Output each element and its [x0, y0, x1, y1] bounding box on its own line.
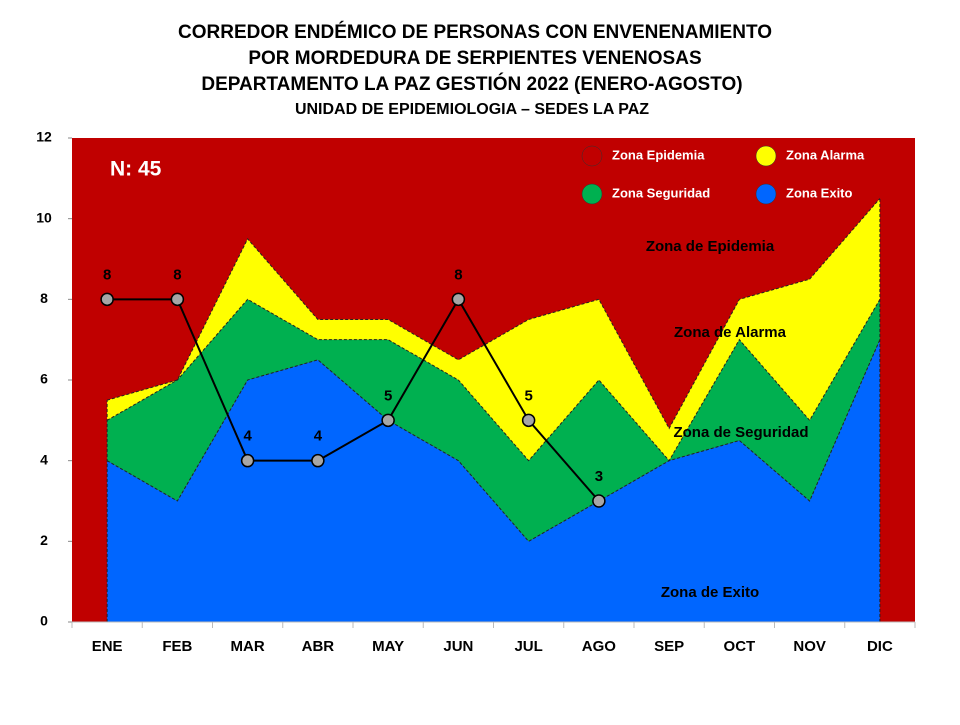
x-tick-label: ABR [302, 638, 335, 655]
data-label: 4 [314, 428, 323, 445]
x-tick-label: JUL [514, 638, 542, 655]
case-marker [311, 453, 325, 468]
legend-label: Zona Epidemia [612, 147, 705, 162]
y-tick-label: 0 [40, 613, 48, 629]
y-tick-label: 4 [40, 451, 48, 467]
y-tick-label: 2 [40, 532, 48, 548]
y-tick-label: 12 [36, 129, 52, 145]
zone-area [107, 339, 880, 622]
zone-annotation: Zona de Seguridad [673, 424, 808, 441]
y-tick-label: 8 [40, 290, 48, 306]
x-tick-label: FEB [162, 638, 192, 655]
y-tick-label: 6 [40, 371, 48, 387]
zone-boundary [106, 339, 881, 542]
data-label: 3 [595, 468, 603, 485]
x-tick-label: JUN [443, 638, 473, 655]
legend-label: Zona Exito [786, 185, 853, 200]
case-marker [592, 494, 606, 508]
data-label: 8 [454, 266, 462, 283]
chart-subtitle: UNIDAD DE EPIDEMIOLOGIA – SEDES LA PAZ [295, 101, 649, 118]
zone-annotation: Zona de Alarma [674, 324, 787, 341]
data-label: 8 [103, 266, 111, 283]
legend-swatch [581, 183, 603, 205]
case-marker [170, 292, 185, 307]
x-tick-label: MAY [372, 638, 404, 655]
data-label: 5 [524, 387, 532, 404]
zone-annotation: Zona de Exito [661, 584, 759, 601]
case-marker [100, 292, 114, 307]
cases-line [107, 297, 600, 502]
zone-annotation: Zona de Epidemia [646, 238, 775, 255]
n-label: N: 45 [110, 158, 162, 181]
zone-area [107, 299, 880, 542]
zone-area [107, 198, 880, 461]
x-tick-label: SEP [654, 638, 684, 655]
legend-swatch [755, 145, 777, 167]
chart-title: POR MORDEDURA DE SERPIENTES VENENOSAS [248, 48, 701, 69]
zone-boundary [106, 298, 881, 462]
data-label: 4 [243, 428, 252, 445]
case-marker [451, 292, 466, 307]
x-tick-label: NOV [793, 638, 826, 655]
x-tick-label: AGO [582, 638, 617, 655]
case-marker [521, 413, 536, 428]
data-label: 8 [173, 266, 181, 283]
data-label: 5 [384, 387, 392, 404]
case-marker [381, 413, 395, 428]
chart-title: DEPARTAMENTO LA PAZ GESTIÓN 2022 (ENERO-… [201, 73, 742, 95]
legend-label: Zona Alarma [786, 147, 865, 162]
x-tick-label: ENE [92, 638, 123, 655]
x-tick-label: OCT [724, 638, 756, 655]
x-tick-label: DIC [867, 638, 893, 655]
chart-title: CORREDOR ENDÉMICO DE PERSONAS CON ENVENE… [178, 21, 772, 43]
y-tick-label: 10 [36, 209, 52, 225]
legend-swatch [755, 183, 777, 205]
legend-label: Zona Seguridad [612, 185, 710, 200]
legend-swatch [581, 145, 603, 167]
case-marker [240, 453, 255, 468]
x-tick-label: MAR [231, 638, 265, 655]
